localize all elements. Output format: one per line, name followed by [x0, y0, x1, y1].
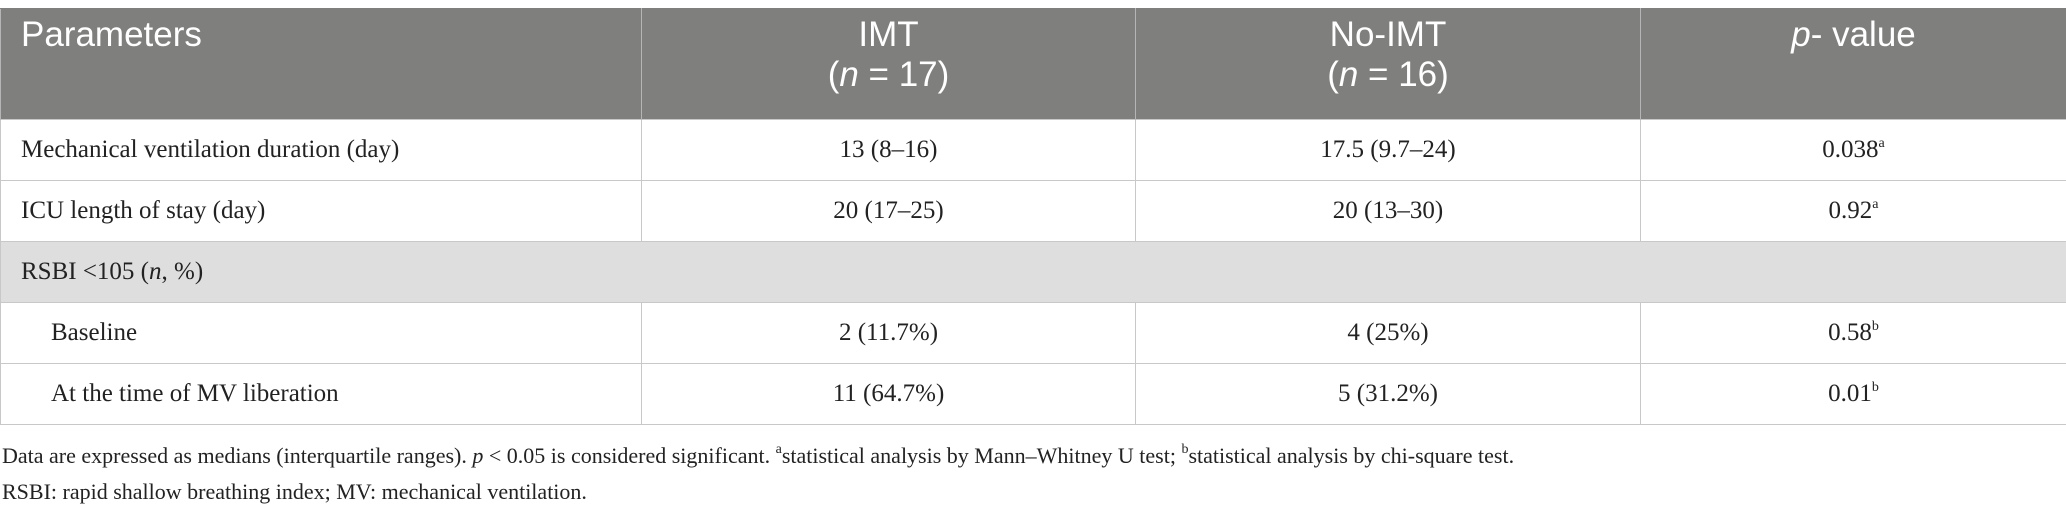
header-parameters-label: Parameters — [21, 15, 202, 54]
p-value-footnote-mark: b — [1871, 380, 1879, 395]
footnote-line-2: RSBI: rapid shallow breathing index; MV:… — [2, 479, 587, 504]
cell-p-value: 0.92a — [1640, 180, 2066, 242]
p-value-text: 0.92 — [1828, 197, 1873, 224]
cell-p-value: 0.038a — [1640, 119, 2066, 181]
p-value-footnote-mark: a — [1872, 197, 1879, 212]
header-no-imt-n-var: n — [1338, 55, 1359, 94]
section-label-end: , %) — [161, 258, 204, 285]
row-label: Mechanical ventilation duration (day) — [0, 119, 642, 181]
header-no-imt: No-IMT (n = 16) — [1135, 8, 1641, 120]
header-imt-n-open: ( — [827, 55, 840, 94]
cell-imt: 13 (8–16) — [641, 119, 1136, 181]
header-p-value-rest: - value — [1810, 15, 1916, 54]
p-value-text: 0.58 — [1828, 319, 1872, 346]
cell-no-imt: 17.5 (9.7–24) — [1135, 119, 1641, 181]
cell-no-imt: 4 (25%) — [1135, 302, 1641, 364]
header-imt-n-rest: = 17) — [858, 55, 950, 94]
p-value-footnote-mark: a — [1878, 136, 1885, 151]
header-no-imt-n-open: ( — [1327, 55, 1339, 94]
table-row: Mechanical ventilation duration (day) 13… — [0, 119, 2066, 181]
section-row-rsbi: RSBI <105 (n, %) — [0, 241, 2066, 303]
header-p-value-var: p — [1791, 15, 1811, 54]
table-row: ICU length of stay (day) 20 (17–25) 20 (… — [0, 180, 2066, 242]
section-label-var: n — [149, 258, 162, 285]
section-label: RSBI <105 (n, %) — [0, 241, 2066, 303]
table-row: At the time of MV liberation 11 (64.7%) … — [0, 363, 2066, 425]
header-no-imt-n-rest: = 16) — [1358, 55, 1449, 94]
header-imt-n-var: n — [839, 55, 859, 94]
header-imt: IMT (n = 17) — [641, 8, 1136, 120]
cell-imt: 20 (17–25) — [641, 180, 1136, 242]
footnote-p-var: p — [472, 443, 484, 468]
cell-imt: 2 (11.7%) — [641, 302, 1136, 364]
header-row: Parameters IMT (n = 17) No-IMT (n = 16) … — [0, 8, 2066, 120]
footnote-line-1: Data are expressed as medians (interquar… — [2, 438, 1514, 474]
footnote-mark-a: a — [775, 442, 782, 457]
footnote-text-b: statistical analysis by chi-square test. — [1188, 443, 1515, 468]
footnote-mark-b: b — [1181, 442, 1189, 457]
table-header: Parameters IMT (n = 17) No-IMT (n = 16) … — [0, 8, 2066, 120]
row-label: ICU length of stay (day) — [0, 180, 642, 242]
table-footnotes: Data are expressed as medians (interquar… — [2, 438, 1514, 510]
p-value-text: 0.01 — [1828, 380, 1872, 407]
cell-no-imt: 5 (31.2%) — [1135, 363, 1641, 425]
cell-imt: 11 (64.7%) — [641, 363, 1136, 425]
header-p-value: p- value — [1640, 8, 2066, 120]
header-parameters: Parameters — [0, 8, 642, 120]
footnote-text-mid: < 0.05 is considered significant. — [483, 443, 776, 468]
results-table-container: Parameters IMT (n = 17) No-IMT (n = 16) … — [0, 8, 2066, 425]
footnote-text-start: Data are expressed as medians (interquar… — [2, 443, 473, 468]
row-label: Baseline — [0, 302, 642, 364]
table-body: Mechanical ventilation duration (day) 13… — [0, 119, 2066, 425]
p-value-footnote-mark: b — [1871, 319, 1879, 334]
results-table: Parameters IMT (n = 17) No-IMT (n = 16) … — [0, 8, 2066, 425]
p-value-text: 0.038 — [1822, 136, 1879, 163]
section-label-start: RSBI <105 ( — [21, 258, 150, 285]
header-imt-title: IMT — [858, 15, 919, 54]
row-label: At the time of MV liberation — [0, 363, 642, 425]
cell-no-imt: 20 (13–30) — [1135, 180, 1641, 242]
cell-p-value: 0.58b — [1640, 302, 2066, 364]
cell-p-value: 0.01b — [1640, 363, 2066, 425]
table-row: Baseline 2 (11.7%) 4 (25%) 0.58b — [0, 302, 2066, 364]
footnote-text-a: statistical analysis by Mann–Whitney U t… — [781, 443, 1182, 468]
header-no-imt-title: No-IMT — [1329, 15, 1447, 54]
